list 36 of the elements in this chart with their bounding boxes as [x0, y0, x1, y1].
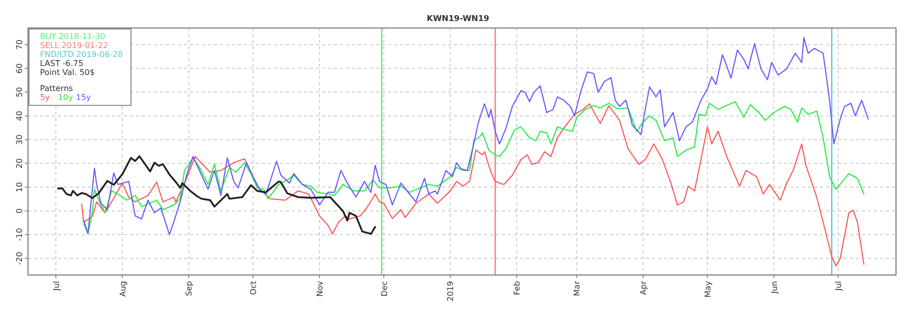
- x-tick-label: Feb: [512, 281, 522, 296]
- y-tick-label: 50: [15, 87, 24, 98]
- y-tick-label: 70: [15, 40, 24, 50]
- ref-line-label: BUY 2018-11-30: [40, 32, 106, 41]
- line-series: [57, 155, 376, 235]
- line-series: [81, 103, 864, 267]
- y-tick-label: 40: [15, 110, 24, 121]
- ref-line-label: FND/LTD 2019-06-28: [40, 50, 123, 59]
- x-tick-label: Oct: [249, 281, 258, 295]
- x-tick-label: Jul: [52, 281, 61, 292]
- y-tick-label: -20: [15, 252, 24, 265]
- text: 15y: [76, 93, 92, 102]
- x-tick-label: 2019: [446, 281, 456, 302]
- x-tick-label: Mar: [572, 280, 582, 296]
- line-series: [83, 101, 864, 234]
- y-tick-label: 20: [15, 158, 24, 168]
- annotation: Point Val. 50$: [40, 68, 95, 77]
- text: 5y: [40, 93, 50, 102]
- y-tick-label: 10: [15, 182, 24, 192]
- annotation: LAST -6.75: [40, 59, 84, 68]
- x-tick-label: Aug: [118, 281, 128, 297]
- x-tick-label: Dec: [380, 281, 389, 296]
- y-tick-label: 60: [15, 63, 24, 74]
- x-tick-label: Apr: [639, 280, 648, 295]
- y-tick-label: 0: [15, 208, 24, 214]
- chart-title: KWN19-WN19: [426, 14, 490, 23]
- y-tick-label: 30: [15, 134, 24, 145]
- legend-title: Patterns: [40, 84, 73, 94]
- text: 10y: [58, 93, 74, 102]
- ref-line-label: SELL 2019-01-22: [40, 41, 108, 50]
- x-tick-label: May: [703, 280, 712, 298]
- y-tick-label: -10: [15, 228, 24, 242]
- x-tick-label: Jun: [770, 281, 779, 294]
- x-tick-label: Jul: [834, 281, 844, 292]
- x-tick-label: Sep: [184, 281, 194, 296]
- x-tick-label: Nov: [315, 280, 324, 297]
